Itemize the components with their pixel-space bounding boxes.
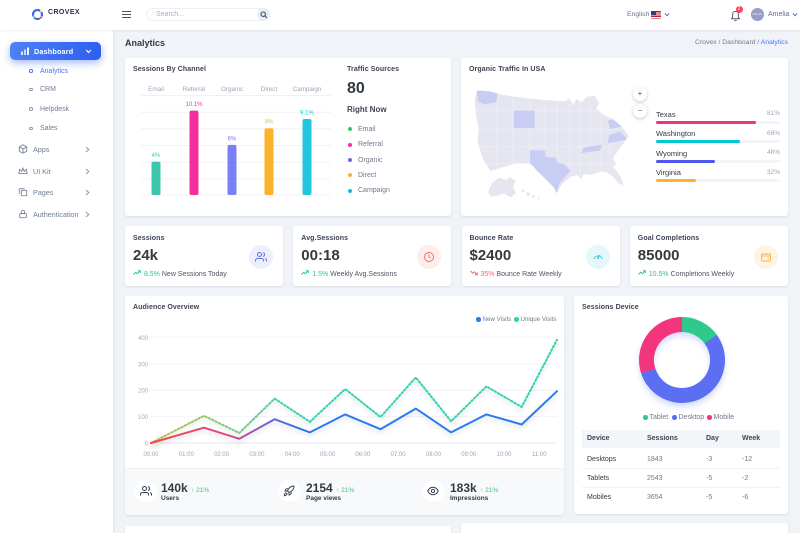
svg-text:06:00: 06:00 [355,452,371,458]
svg-text:6%: 6% [228,136,237,142]
svg-text:Organic: Organic [221,86,243,93]
svg-text:04:00: 04:00 [285,452,301,458]
svg-text:10.1%: 10.1% [185,102,203,108]
svg-text:100: 100 [138,415,149,421]
svg-text:08:00: 08:00 [426,452,442,458]
svg-text:01:00: 01:00 [179,452,195,458]
svg-text:03:00: 03:00 [249,452,265,458]
svg-text:11:00: 11:00 [532,452,547,458]
svg-text:0: 0 [145,442,149,448]
svg-text:400: 400 [138,336,149,342]
svg-text:8%: 8% [265,120,274,126]
svg-text:Campaign: Campaign [293,86,322,93]
svg-text:Referral: Referral [183,86,205,93]
svg-text:200: 200 [138,389,149,395]
svg-text:09:00: 09:00 [461,452,477,458]
svg-text:Direct: Direct [261,86,278,93]
svg-text:05:00: 05:00 [320,452,336,458]
svg-text:10:00: 10:00 [496,452,512,458]
svg-text:07:00: 07:00 [391,452,407,458]
svg-text:9.1%: 9.1% [300,110,314,116]
svg-text:4%: 4% [152,153,161,159]
svg-text:00:00: 00:00 [143,452,159,458]
svg-text:02:00: 02:00 [214,452,230,458]
svg-text:300: 300 [138,363,149,369]
svg-text:Email: Email [148,86,164,93]
